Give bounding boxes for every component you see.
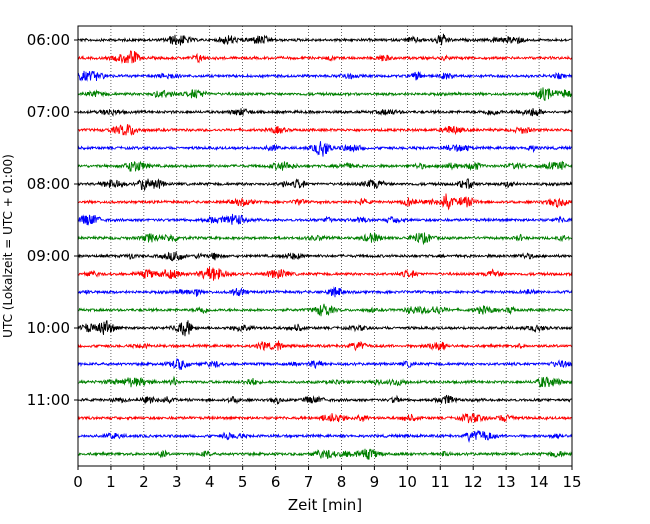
- y-tick-label: 07:00: [27, 103, 70, 121]
- trace-0815: [77, 193, 573, 211]
- x-tick-label: 2: [139, 473, 149, 491]
- trace-1130: [77, 429, 573, 444]
- trace-0900: [77, 251, 573, 262]
- trace-0700: [77, 107, 573, 117]
- grid-lines: [110, 26, 540, 466]
- y-tick-label: 10:00: [27, 319, 70, 337]
- trace-0930: [77, 286, 573, 298]
- x-axis-ticks: 0 1 2 3 4 5 6 7 8 9 10 11 12 13 14 15: [73, 466, 582, 491]
- trace-0830: [77, 213, 573, 226]
- x-tick-label: 9: [370, 473, 380, 491]
- x-tick-label: 4: [205, 473, 215, 491]
- y-tick-label: 11:00: [27, 391, 70, 409]
- trace-0745: [77, 160, 573, 172]
- y-tick-label: 06:00: [27, 31, 70, 49]
- trace-0945: [77, 303, 573, 317]
- y-tick-label: 09:00: [27, 247, 70, 265]
- x-tick-label: 15: [562, 473, 581, 491]
- x-tick-label: 11: [431, 473, 450, 491]
- trace-0730: [77, 141, 573, 157]
- trace-0645: [77, 87, 573, 101]
- x-tick-label: 3: [172, 473, 182, 491]
- x-tick-label: 8: [337, 473, 347, 491]
- trace-1115: [77, 412, 573, 424]
- x-tick-label: 6: [271, 473, 281, 491]
- seismic-traces: [77, 33, 573, 460]
- trace-0600: [77, 33, 573, 46]
- trace-0715: [77, 124, 573, 136]
- trace-1045: [77, 375, 573, 388]
- plot-frame: [77, 25, 573, 467]
- trace-1145: [77, 448, 573, 460]
- trace-1015: [77, 340, 573, 352]
- trace-1030: [77, 357, 573, 371]
- x-tick-label: 13: [497, 473, 516, 491]
- x-tick-label: 0: [73, 473, 83, 491]
- x-tick-label: 5: [238, 473, 248, 491]
- x-axis-label: Zeit [min]: [288, 496, 362, 514]
- trace-1100: [77, 394, 573, 405]
- x-tick-label: 7: [304, 473, 314, 491]
- trace-1000: [77, 320, 573, 337]
- y-tick-label: 08:00: [27, 175, 70, 193]
- x-tick-label: 1: [106, 473, 116, 491]
- trace-0615: [77, 50, 573, 65]
- trace-0630: [77, 70, 573, 82]
- y-axis-label: UTC (Lokalzeit = UTC + 01:00): [1, 154, 15, 338]
- x-tick-label: 12: [464, 473, 483, 491]
- trace-0845: [77, 231, 573, 246]
- y-axis-ticks: 06:00 07:00 08:00 09:00 10:00 11:00: [27, 31, 78, 409]
- trace-0915: [77, 266, 573, 281]
- trace-0800: [77, 178, 573, 192]
- x-tick-label: 10: [398, 473, 417, 491]
- x-tick-label: 14: [530, 473, 549, 491]
